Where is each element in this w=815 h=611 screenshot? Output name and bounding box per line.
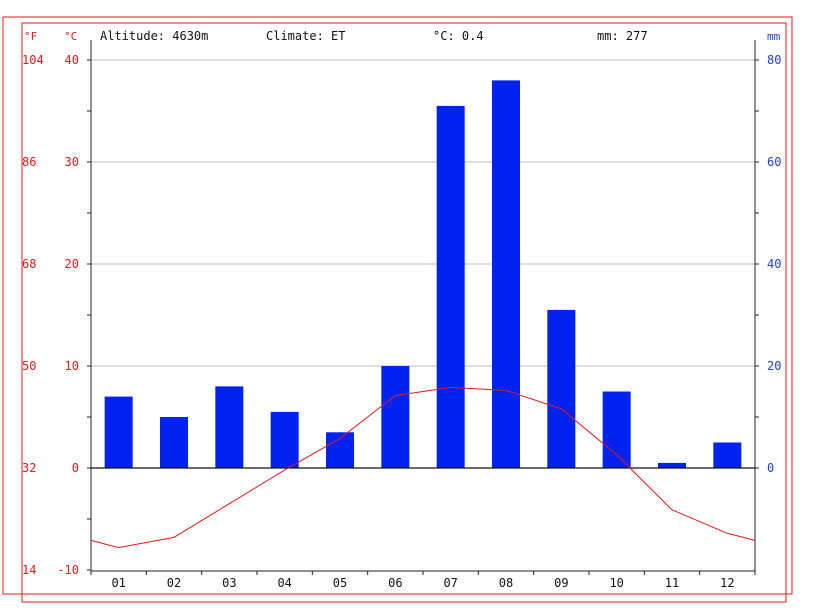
fahrenheit-tick-label: 86 xyxy=(22,155,36,169)
precip-bar-01 xyxy=(104,396,133,468)
month-label-04: 04 xyxy=(277,576,291,590)
precip-bar-03 xyxy=(215,386,244,468)
precip-bar-05 xyxy=(326,432,354,468)
mm-unit-label: mm xyxy=(767,30,781,43)
month-label-02: 02 xyxy=(167,576,181,590)
mm-tick-label: 40 xyxy=(767,257,781,271)
precip-bar-08 xyxy=(492,80,520,469)
precip-bar-02 xyxy=(160,417,188,468)
precip-bar-09 xyxy=(547,309,576,468)
month-label-05: 05 xyxy=(333,576,347,590)
chart-frame-outer xyxy=(2,16,793,595)
month-label-01: 01 xyxy=(111,576,125,590)
month-label-07: 07 xyxy=(443,576,457,590)
month-label-12: 12 xyxy=(720,576,734,590)
fahrenheit-tick-label: 68 xyxy=(22,257,36,271)
temperature-line xyxy=(90,386,756,549)
fahrenheit-tick-label: 32 xyxy=(22,461,36,475)
month-label-08: 08 xyxy=(499,576,513,590)
fahrenheit-tick-label: 104 xyxy=(22,53,44,67)
celsius-tick-label: 10 xyxy=(65,359,79,373)
celsius-unit-label: °C xyxy=(64,30,77,43)
mean-temp-label: °C: 0.4 xyxy=(433,29,484,43)
mm-tick-label: 20 xyxy=(767,359,781,373)
mm-tick-label: 0 xyxy=(767,461,774,475)
temperature-series-line xyxy=(90,386,756,549)
month-label-03: 03 xyxy=(222,576,236,590)
gridlines xyxy=(91,59,755,367)
axes xyxy=(87,40,759,575)
precip-bar-06 xyxy=(381,366,410,468)
month-label-09: 09 xyxy=(554,576,568,590)
precip-bar-10 xyxy=(602,391,631,468)
month-label-06: 06 xyxy=(388,576,402,590)
fahrenheit-unit-label: °F xyxy=(24,30,37,43)
mm-tick-label: 80 xyxy=(767,53,781,67)
chart-frame-inner xyxy=(21,22,787,603)
fahrenheit-tick-label: 14 xyxy=(22,563,36,577)
precip-bar-07 xyxy=(436,105,465,469)
precip-bar-12 xyxy=(713,442,742,468)
precip-total-label: mm: 277 xyxy=(597,29,648,43)
fahrenheit-tick-label: 50 xyxy=(22,359,36,373)
precip-bar-11 xyxy=(658,462,686,468)
celsius-tick-label: 40 xyxy=(65,53,79,67)
celsius-tick-label: 30 xyxy=(65,155,79,169)
celsius-tick-label: 0 xyxy=(72,461,79,475)
month-label-11: 11 xyxy=(665,576,679,590)
altitude-label: Altitude: 4630m xyxy=(100,29,208,43)
celsius-tick-label: 20 xyxy=(65,257,79,271)
celsius-tick-label: -10 xyxy=(57,563,79,577)
precip-bar-04 xyxy=(270,411,299,468)
precipitation-bars xyxy=(104,80,742,469)
mm-tick-label: 60 xyxy=(767,155,781,169)
month-label-10: 10 xyxy=(609,576,623,590)
climate-label: Climate: ET xyxy=(266,29,345,43)
